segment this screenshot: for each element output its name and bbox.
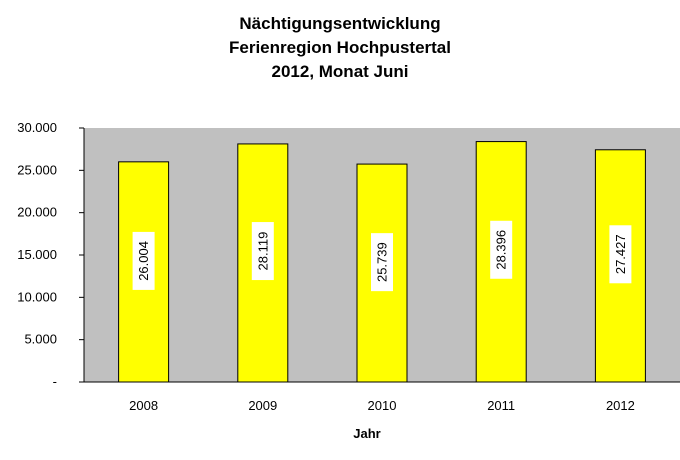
data-label-box bbox=[609, 225, 632, 284]
x-tick-label: 2011 bbox=[487, 398, 515, 413]
data-label: 26.004 bbox=[136, 241, 151, 281]
x-axis-title: Jahr bbox=[353, 426, 380, 441]
y-tick-label: 25.000 bbox=[17, 162, 57, 177]
chart-title-line-1: Nächtigungsentwicklung bbox=[239, 14, 441, 33]
y-tick-label: 10.000 bbox=[17, 289, 57, 304]
y-tick-label: 30.000 bbox=[17, 120, 57, 135]
data-label: 27.427 bbox=[613, 234, 628, 274]
chart-title: Nächtigungsentwicklung Ferienregion Hoch… bbox=[0, 12, 680, 84]
x-tick-label: 2008 bbox=[129, 398, 158, 413]
data-label: 25.739 bbox=[375, 242, 390, 282]
x-tick-label: 2009 bbox=[248, 398, 277, 413]
y-tick-label: 20.000 bbox=[17, 205, 57, 220]
x-axis: 2008 2009 2010 2011 2012 bbox=[84, 381, 680, 413]
y-tick-label: 15.000 bbox=[17, 247, 57, 262]
data-label-box bbox=[251, 222, 274, 281]
chart-title-line-2: Ferienregion Hochpustertal bbox=[229, 38, 451, 57]
data-label-box bbox=[132, 231, 155, 290]
bars: 26.004 28.119 25.739 28.396 27.427 bbox=[118, 141, 646, 383]
y-tick-label: - bbox=[53, 374, 57, 389]
chart-title-line-3: 2012, Monat Juni bbox=[271, 62, 409, 81]
x-tick-label: 2010 bbox=[368, 398, 397, 413]
data-label: 28.396 bbox=[494, 230, 509, 270]
data-label: 28.119 bbox=[255, 232, 270, 271]
data-label-box bbox=[490, 220, 513, 279]
y-tick-label: 5.000 bbox=[24, 332, 57, 347]
x-tick-label: 2012 bbox=[606, 398, 635, 413]
y-axis: - 5.000 10.000 15.000 20.000 25.000 30.000 bbox=[17, 120, 85, 389]
data-label-box bbox=[371, 233, 393, 292]
